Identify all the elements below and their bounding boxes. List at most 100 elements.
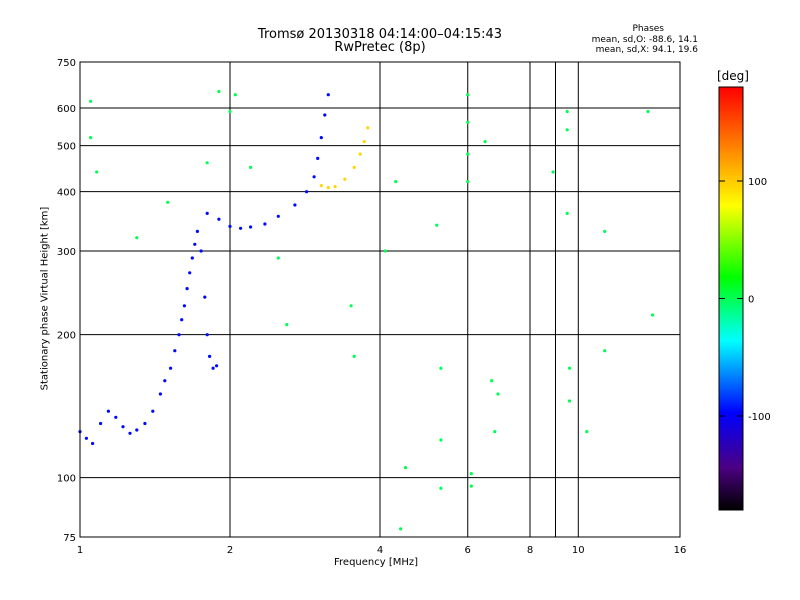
data-point	[276, 214, 280, 218]
data-point	[228, 224, 232, 228]
y-tick-label: 500	[57, 142, 76, 153]
data-point	[352, 165, 356, 169]
data-point	[91, 441, 95, 446]
chart-subtitle: RwPretec (8p)	[334, 40, 426, 55]
data-point	[239, 226, 243, 230]
data-point	[565, 109, 569, 114]
colorbar-tick-label: 0	[748, 295, 754, 306]
data-point	[180, 318, 184, 322]
x-tick-label: 4	[377, 545, 383, 556]
data-point	[208, 354, 212, 358]
x-axis-label: Frequency [MHz]	[334, 557, 419, 568]
data-point	[215, 364, 219, 368]
data-point	[466, 120, 470, 124]
data-point	[567, 399, 572, 403]
data-point	[166, 200, 170, 204]
data-point	[203, 295, 207, 299]
y-tick-label: 400	[57, 188, 76, 199]
grid-lines	[80, 62, 680, 537]
data-point	[163, 379, 167, 383]
data-point	[205, 333, 209, 337]
x-tick-label: 1	[77, 545, 83, 556]
data-point	[646, 109, 650, 114]
chart-title: Tromsø 20130318 04:14:00–04:15:43	[257, 27, 503, 42]
data-point	[89, 99, 93, 103]
data-point	[603, 229, 607, 233]
data-point	[195, 229, 199, 233]
data-point	[169, 366, 173, 370]
data-point	[128, 431, 132, 435]
data-point	[439, 486, 443, 490]
data-point	[490, 379, 494, 383]
data-point	[205, 161, 209, 165]
data-point	[439, 438, 443, 442]
x-tick-labels: 1 2 4 6 8 10 16	[77, 545, 687, 556]
y-tick-labels: 75 100 200 300 400 500 600 750	[57, 58, 76, 544]
data-points	[78, 89, 655, 531]
colorbar-label: [deg]	[717, 69, 749, 83]
data-point	[114, 415, 118, 419]
colorbar-tick-label: 100	[748, 177, 767, 188]
data-point	[565, 211, 569, 215]
data-point	[466, 93, 470, 97]
data-point	[585, 430, 589, 434]
data-point	[551, 170, 555, 174]
data-point	[217, 89, 221, 94]
data-point	[228, 109, 232, 114]
data-point	[106, 409, 110, 413]
data-point	[326, 186, 330, 190]
data-point	[319, 184, 323, 188]
data-point	[439, 366, 443, 370]
data-point	[651, 313, 655, 317]
data-point	[293, 203, 297, 207]
data-point	[349, 304, 353, 308]
colorbar-tick-label: -100	[748, 412, 771, 423]
data-point	[394, 180, 398, 184]
phase-stats-x: mean, sd,X: 94.1, 19.6	[595, 45, 698, 55]
data-point	[316, 156, 320, 160]
data-point	[483, 140, 487, 144]
x-tick-label: 8	[527, 545, 533, 556]
phase-header: Phases	[632, 24, 664, 34]
data-point	[466, 180, 470, 184]
data-point	[466, 152, 470, 156]
data-point	[383, 249, 387, 253]
data-point	[233, 93, 237, 97]
y-tick-label: 100	[57, 474, 76, 485]
data-point	[158, 392, 162, 396]
data-point	[151, 409, 155, 413]
y-tick-label: 300	[57, 247, 76, 258]
data-point	[173, 349, 177, 353]
data-point	[343, 177, 347, 181]
data-point	[217, 217, 221, 221]
data-point	[188, 271, 192, 275]
data-point	[435, 223, 439, 227]
y-axis-label: Stationary phase Virtual Height [km]	[39, 206, 51, 391]
x-tick-label: 16	[674, 545, 687, 556]
data-point	[333, 185, 337, 189]
data-point	[312, 175, 316, 179]
data-point	[567, 366, 572, 370]
data-point	[135, 428, 139, 432]
data-point	[263, 222, 267, 226]
data-point	[211, 366, 215, 370]
data-point	[305, 190, 309, 194]
phase-stats-o: mean, sd,O: -88.6, 14.1	[591, 35, 698, 45]
data-point	[89, 136, 93, 140]
x-tick-label: 2	[227, 545, 233, 556]
data-point	[469, 472, 473, 476]
y-tick-label: 200	[57, 331, 76, 342]
data-point	[177, 333, 181, 337]
data-point	[319, 136, 323, 140]
data-point	[121, 425, 125, 429]
data-point	[603, 349, 607, 353]
data-point	[135, 236, 139, 240]
data-point	[352, 354, 356, 358]
data-point	[326, 93, 330, 97]
data-point	[143, 421, 147, 426]
x-tick-label: 10	[572, 545, 585, 556]
data-point	[493, 430, 497, 434]
data-point	[276, 256, 280, 260]
data-point	[323, 113, 327, 117]
